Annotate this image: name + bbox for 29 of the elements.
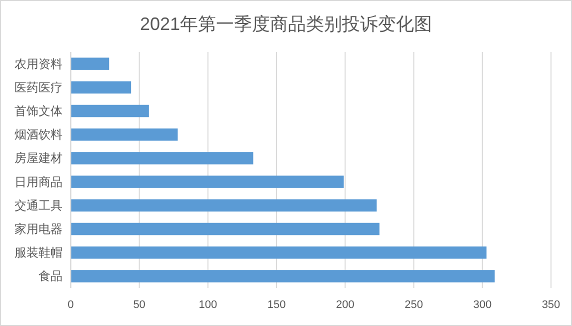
bar <box>70 128 178 141</box>
x-tick-label: 0 <box>68 299 74 311</box>
x-tick-label: 200 <box>336 299 354 311</box>
bar <box>70 176 344 188</box>
bar <box>70 104 149 118</box>
x-tick-label: 300 <box>473 299 492 311</box>
x-tick-label: 150 <box>267 299 286 311</box>
bar <box>70 222 380 236</box>
y-tick-label: 农用资料 <box>14 56 63 71</box>
x-tick-label: 100 <box>198 299 218 311</box>
bar <box>70 81 132 94</box>
bar <box>70 246 487 259</box>
x-tick-label: 50 <box>133 299 146 311</box>
x-tick-label: 250 <box>404 299 423 311</box>
y-tick-label: 食品 <box>38 269 63 284</box>
bar <box>70 152 254 164</box>
bar <box>70 270 495 282</box>
y-tick-label: 医药医疗 <box>14 80 63 94</box>
y-tick-label: 交通工具 <box>14 198 63 212</box>
y-tick-label: 首饰文体 <box>14 104 63 118</box>
bar <box>70 199 377 212</box>
bar <box>70 58 110 70</box>
y-tick-label: 服装鞋帽 <box>14 246 63 260</box>
x-tick-label: 350 <box>542 299 560 311</box>
chart-title: 2021年第一季度商品类别投诉变化图 <box>140 14 432 34</box>
y-tick-label: 家用电器 <box>14 222 63 236</box>
y-tick-label: 烟酒饮料 <box>14 128 63 142</box>
y-tick-label: 日用商品 <box>14 174 63 189</box>
y-tick-label: 房屋建材 <box>14 151 63 166</box>
